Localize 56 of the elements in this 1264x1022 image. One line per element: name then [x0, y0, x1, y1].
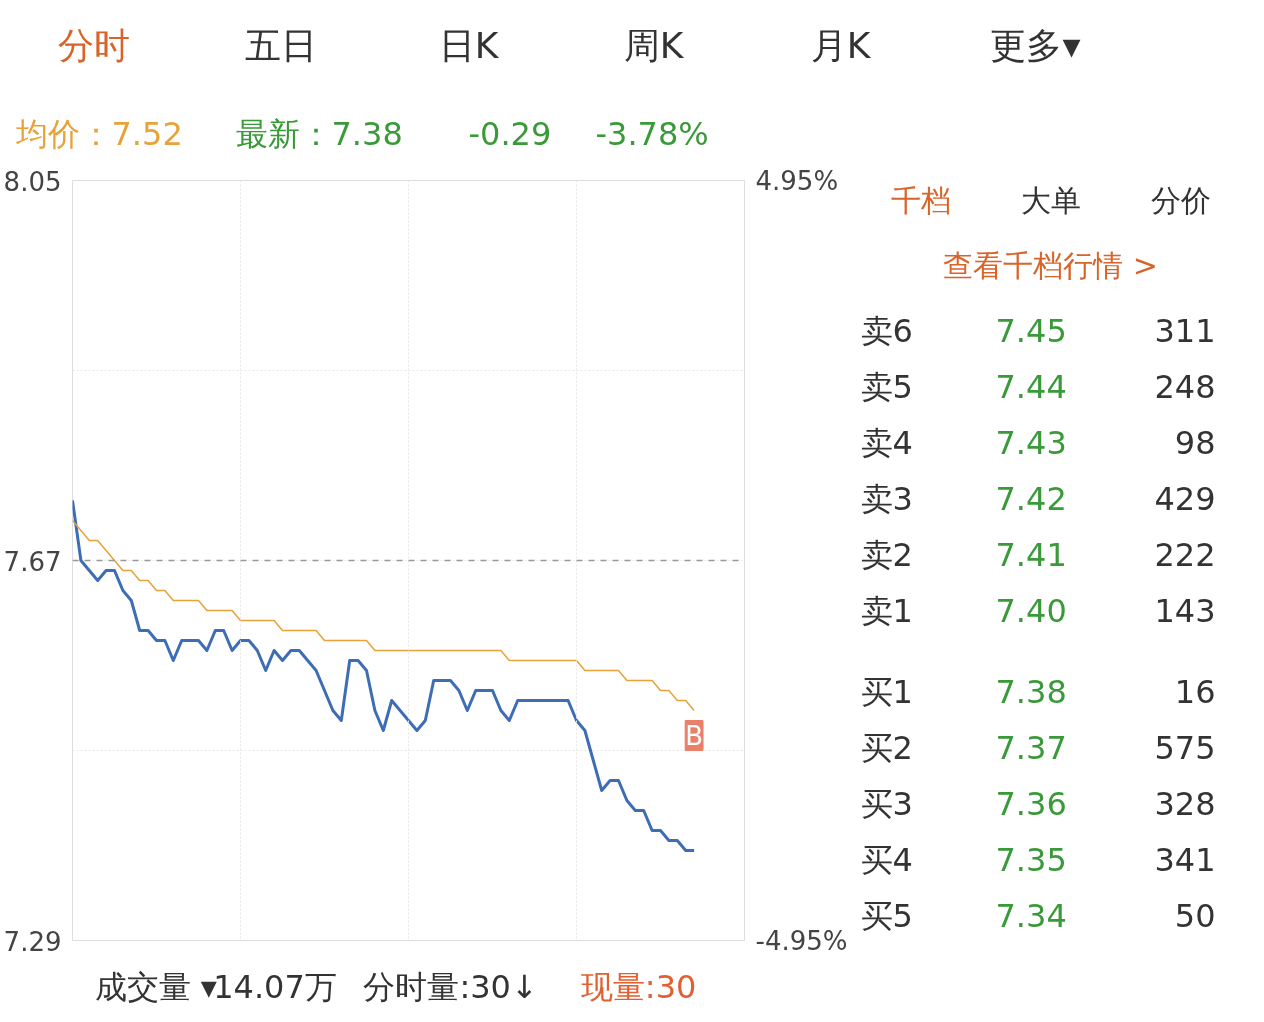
text: 7.41	[995, 536, 1067, 574]
text: 311	[1154, 312, 1216, 350]
text: 卖6	[860, 311, 913, 350]
text: 分时量:30↓	[363, 967, 538, 1006]
text: 日K	[438, 25, 500, 66]
text: 五日	[244, 25, 317, 66]
text: 卖5	[860, 367, 913, 406]
text: 卖1	[860, 591, 913, 630]
text: 7.45	[995, 312, 1067, 350]
text: 143	[1154, 592, 1216, 630]
text: 7.42	[995, 480, 1067, 518]
text: 买2	[860, 728, 913, 767]
text: 222	[1154, 536, 1216, 574]
text: 卖3	[860, 479, 913, 518]
text: 现量:30	[580, 967, 697, 1006]
text: 买1	[860, 672, 913, 711]
text: 50	[1174, 897, 1216, 935]
text: 429	[1154, 480, 1216, 518]
y2-tick-label: -4.95%	[755, 925, 848, 956]
text: 卖2	[860, 535, 913, 574]
text: 16	[1174, 673, 1216, 711]
text: -3.78%	[595, 114, 709, 153]
y-tick-label: 7.67	[3, 546, 62, 577]
text: 575	[1154, 729, 1216, 767]
text: 341	[1154, 841, 1216, 879]
text: 7.36	[995, 785, 1067, 823]
text: 7.43	[995, 424, 1067, 462]
text: 大单	[1020, 183, 1081, 218]
line-series	[72, 519, 695, 712]
text: 均价：7.52	[14, 114, 183, 153]
text: 7.38	[995, 673, 1067, 711]
y-tick-label: 8.05	[3, 166, 62, 197]
text: 7.40	[995, 592, 1067, 630]
text: 卖4	[860, 423, 913, 462]
annotation: B	[685, 720, 704, 751]
text: 7.37	[995, 729, 1067, 767]
text: 最新：7.38	[235, 114, 403, 153]
text: 月K	[810, 25, 872, 66]
text: 周K	[623, 25, 685, 66]
text: 7.44	[995, 368, 1067, 406]
text: 分时	[57, 25, 130, 66]
text: 分价	[1150, 183, 1211, 218]
text: 买5	[860, 896, 913, 935]
text: -0.29	[468, 115, 552, 153]
text: 248	[1154, 368, 1216, 406]
text: 买4	[860, 840, 913, 879]
text: 7.35	[995, 841, 1067, 879]
text: 查看千档行情 >	[943, 248, 1158, 283]
y-tick-label: 7.29	[3, 926, 62, 957]
text: 7.34	[995, 897, 1067, 935]
text: 328	[1154, 785, 1216, 823]
text: 千档	[890, 183, 951, 218]
text: 98	[1174, 424, 1216, 462]
text: 更多▾	[990, 25, 1081, 66]
text: 买3	[860, 784, 913, 823]
y2-tick-label: 4.95%	[755, 165, 839, 196]
